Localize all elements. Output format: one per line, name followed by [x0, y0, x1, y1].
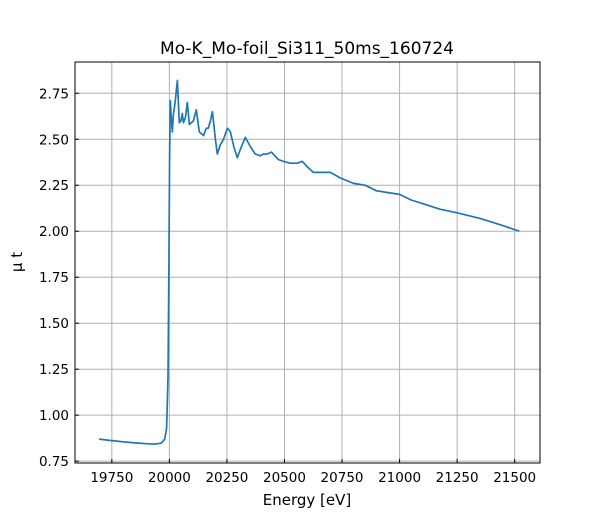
x-tick-label: 21500: [493, 470, 536, 486]
y-tick-label: 0.75: [39, 454, 69, 470]
series-line-mo-k: [99, 79, 520, 445]
x-tick-label: 20000: [148, 470, 191, 486]
y-tick-label: 1.00: [39, 408, 69, 424]
x-tick-label: 20500: [263, 470, 306, 486]
y-tick-label: 2.25: [39, 178, 69, 194]
x-tick-label: 21000: [378, 470, 421, 486]
y-axis-label: μ t: [8, 252, 26, 272]
y-tick-label: 2.75: [39, 86, 69, 102]
y-tick-label: 2.00: [39, 224, 69, 240]
y-tick-label: 1.50: [39, 316, 69, 332]
axis-ticks: 19750 20000 20250 20500 20750 21000 21250 21500…: [39, 86, 536, 486]
x-tick-label: 20750: [321, 470, 364, 486]
y-tick-label: 2.50: [39, 132, 69, 148]
grid-lines: [75, 62, 540, 463]
y-tick-label: 1.75: [39, 270, 69, 286]
chart-title: Mo-K_Mo-foil_Si311_50ms_160724: [160, 39, 454, 59]
plot-frame: [74, 61, 541, 464]
y-tick-label: 1.25: [39, 362, 69, 378]
x-tick-label: 20250: [205, 470, 248, 486]
x-axis-label: Energy [eV]: [263, 491, 351, 509]
x-tick-label: 19750: [90, 470, 133, 486]
x-tick-label: 21250: [436, 470, 479, 486]
